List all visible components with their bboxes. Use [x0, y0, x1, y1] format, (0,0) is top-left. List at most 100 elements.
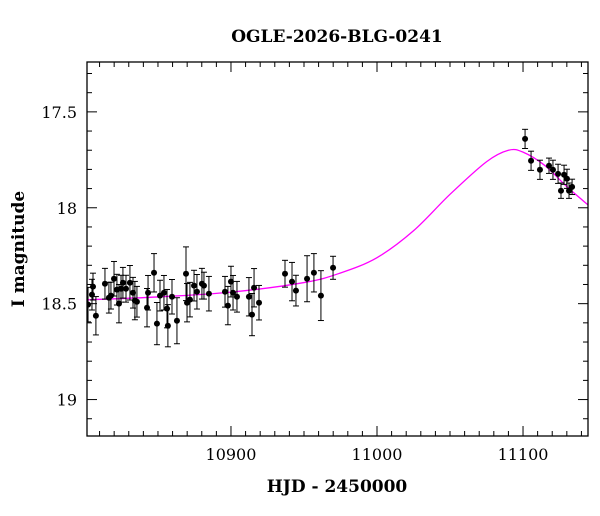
y-tick-label: 18	[57, 199, 77, 218]
data-point	[536, 166, 543, 173]
data-point	[153, 320, 160, 327]
data-point	[224, 302, 231, 309]
x-tick-label: 11100	[498, 445, 549, 464]
data-point-group	[289, 261, 296, 302]
data-point-group	[145, 274, 152, 311]
data-point-group	[549, 159, 556, 180]
data-point-group	[122, 274, 129, 303]
data-point	[186, 296, 193, 303]
data-point-group	[230, 274, 237, 311]
data-point-group	[310, 253, 317, 293]
data-point	[111, 275, 118, 282]
data-point	[89, 283, 96, 290]
data-point-group	[164, 304, 171, 348]
data-point	[221, 288, 228, 295]
data-point	[310, 269, 317, 276]
data-point-group	[569, 178, 576, 196]
data-point	[230, 289, 237, 296]
data-point	[557, 187, 564, 194]
data-point	[555, 170, 562, 177]
data-point-group	[184, 283, 191, 323]
data-point	[546, 162, 553, 169]
data-point-group	[89, 272, 96, 301]
data-point	[168, 293, 175, 300]
data-point	[200, 282, 207, 289]
data-point-group	[168, 278, 175, 315]
data-point	[151, 269, 158, 276]
data-point-group	[173, 297, 180, 345]
data-point	[549, 166, 556, 173]
data-point	[122, 285, 129, 292]
data-point-group	[224, 285, 231, 326]
data-point	[282, 270, 289, 277]
data-point-group	[205, 275, 212, 312]
data-point-group	[546, 157, 553, 174]
data-point-group	[126, 264, 133, 301]
data-point-group	[119, 266, 126, 299]
data-point-group	[191, 269, 198, 302]
data-point	[245, 293, 252, 300]
plot-frame	[86, 61, 589, 437]
y-tick-label: 18.5	[41, 295, 77, 314]
model-curve	[87, 148, 588, 301]
data-point-group	[221, 275, 228, 308]
data-point-group	[317, 270, 324, 322]
data-point-group	[200, 271, 207, 300]
data-point	[249, 311, 256, 318]
data-point-group	[133, 285, 140, 318]
chart-title: OGLE-2026-BLG-0241	[231, 27, 443, 47]
x-tick-label: 10900	[206, 445, 257, 464]
data-point-group	[101, 267, 108, 300]
data-point	[101, 280, 108, 287]
data-point-group	[522, 128, 529, 149]
data-point-group	[282, 259, 289, 288]
data-point-group	[92, 296, 99, 336]
data-point-group	[528, 150, 535, 171]
data-point	[164, 322, 171, 329]
data-point	[205, 290, 212, 297]
data-point	[227, 278, 234, 285]
data-point	[92, 312, 99, 319]
data-point	[304, 275, 311, 282]
data-point-group	[183, 246, 190, 302]
y-axis-label: I magnitude	[9, 191, 29, 308]
data-point	[164, 305, 171, 312]
data-point-group	[557, 182, 564, 199]
data-point-group	[251, 268, 258, 308]
data-point	[330, 264, 337, 271]
data-point-group	[193, 274, 200, 310]
data-point	[173, 317, 180, 324]
data-point-group	[107, 281, 114, 310]
data-point-group	[157, 279, 164, 312]
data-point	[256, 299, 263, 306]
data-point	[126, 279, 133, 286]
data-point-group	[292, 274, 299, 307]
y-tick-label: 17.5	[41, 103, 77, 122]
data-point-group	[87, 286, 92, 323]
data-point-group	[153, 302, 160, 346]
data-point	[87, 301, 92, 308]
data-point-group	[233, 280, 240, 313]
data-point-group	[256, 284, 263, 321]
data-point-group	[151, 253, 158, 293]
data-point-group	[536, 159, 543, 180]
data-point-group	[164, 288, 171, 329]
data-point	[251, 284, 258, 291]
x-tick-label: 11000	[352, 445, 403, 464]
data-point	[563, 175, 570, 182]
data-point	[193, 288, 200, 295]
data-point-group	[304, 255, 311, 303]
data-point	[522, 135, 529, 142]
data-point	[191, 282, 198, 289]
data-point	[233, 293, 240, 300]
data-point	[569, 183, 576, 190]
y-tick-label: 19	[57, 391, 77, 410]
data-point	[119, 279, 126, 286]
data-point	[145, 289, 152, 296]
data-point-group	[330, 255, 337, 280]
data-point-group	[563, 168, 570, 189]
x-axis-label: HJD - 2450000	[267, 477, 408, 497]
data-point	[160, 289, 167, 296]
data-point	[528, 157, 535, 164]
